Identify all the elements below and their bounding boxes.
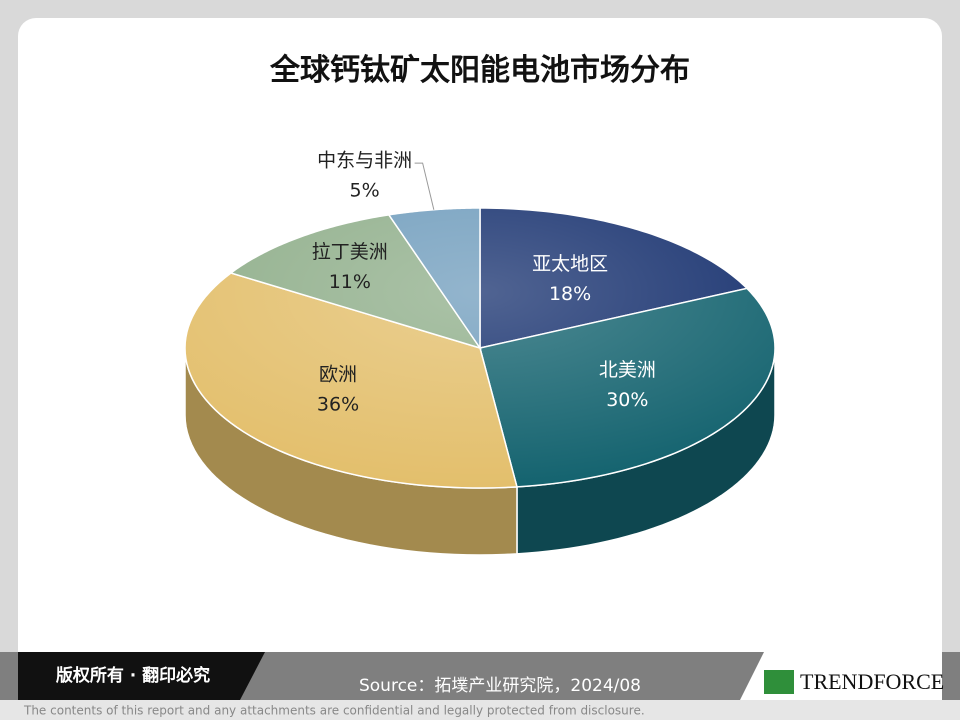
value-label: 36%: [317, 393, 359, 415]
brand-icon: [764, 670, 794, 694]
category-label: 拉丁美洲: [312, 241, 388, 263]
category-label: 亚太地区: [532, 253, 608, 275]
brand: TRENDFORCE: [800, 669, 944, 694]
category-label: 中东与非洲: [317, 150, 412, 172]
copyright-box: [18, 652, 265, 700]
value-label: 5%: [350, 180, 380, 202]
copyright: 版权所有 · 翻印必究: [56, 665, 210, 686]
value-label: 11%: [329, 271, 371, 293]
category-label: 北美洲: [599, 359, 656, 381]
category-label: 欧洲: [319, 363, 357, 385]
value-label: 18%: [549, 283, 591, 305]
leader-line: [414, 162, 435, 210]
value-label: 30%: [606, 389, 648, 411]
chart-title: 全球钙钛矿太阳能电池市场分布: [269, 53, 690, 88]
disclaimer: The contents of this report and any atta…: [23, 704, 645, 718]
disclaimer-bar: [0, 700, 960, 720]
source: Source：拓墣产业研究院，2024/08: [359, 676, 641, 696]
